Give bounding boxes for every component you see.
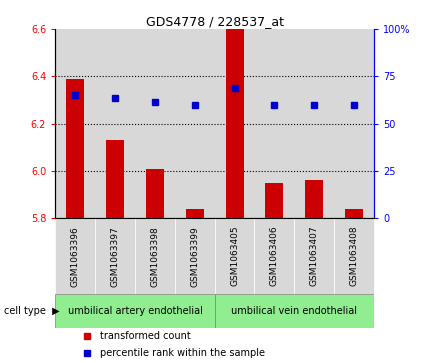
Bar [186,209,204,218]
Bar [66,79,84,218]
Bar [146,168,164,218]
Bar [55,294,215,329]
Bar [345,209,363,218]
Text: umbilical artery endothelial: umbilical artery endothelial [68,306,202,316]
Bar [305,180,323,218]
Text: GSM1063408: GSM1063408 [350,226,359,286]
Text: cell type  ▶: cell type ▶ [4,306,60,316]
Bar [215,294,374,329]
Bar [226,29,244,218]
Bar [106,140,124,218]
Text: GSM1063406: GSM1063406 [270,226,279,286]
Text: GSM1063399: GSM1063399 [190,226,199,286]
Bar [175,218,215,294]
Bar [255,29,294,218]
Bar [95,29,135,218]
Bar [334,218,374,294]
Bar [215,218,255,294]
Bar [334,29,374,218]
Bar [175,29,215,218]
Bar [55,218,95,294]
Text: transformed count: transformed count [100,331,191,341]
Text: GSM1063405: GSM1063405 [230,226,239,286]
Bar [255,218,294,294]
Bar [266,183,283,218]
Bar [135,29,175,218]
Text: umbilical vein endothelial: umbilical vein endothelial [231,306,357,316]
Text: GSM1063407: GSM1063407 [310,226,319,286]
Bar [135,218,175,294]
Text: GSM1063397: GSM1063397 [110,226,119,286]
Bar [215,29,255,218]
Bar [95,218,135,294]
Text: GSM1063398: GSM1063398 [150,226,159,286]
Bar [294,218,334,294]
Title: GDS4778 / 228537_at: GDS4778 / 228537_at [146,15,283,28]
Bar [55,29,95,218]
Text: GSM1063396: GSM1063396 [71,226,79,286]
Bar [294,29,334,218]
Text: percentile rank within the sample: percentile rank within the sample [100,348,265,358]
